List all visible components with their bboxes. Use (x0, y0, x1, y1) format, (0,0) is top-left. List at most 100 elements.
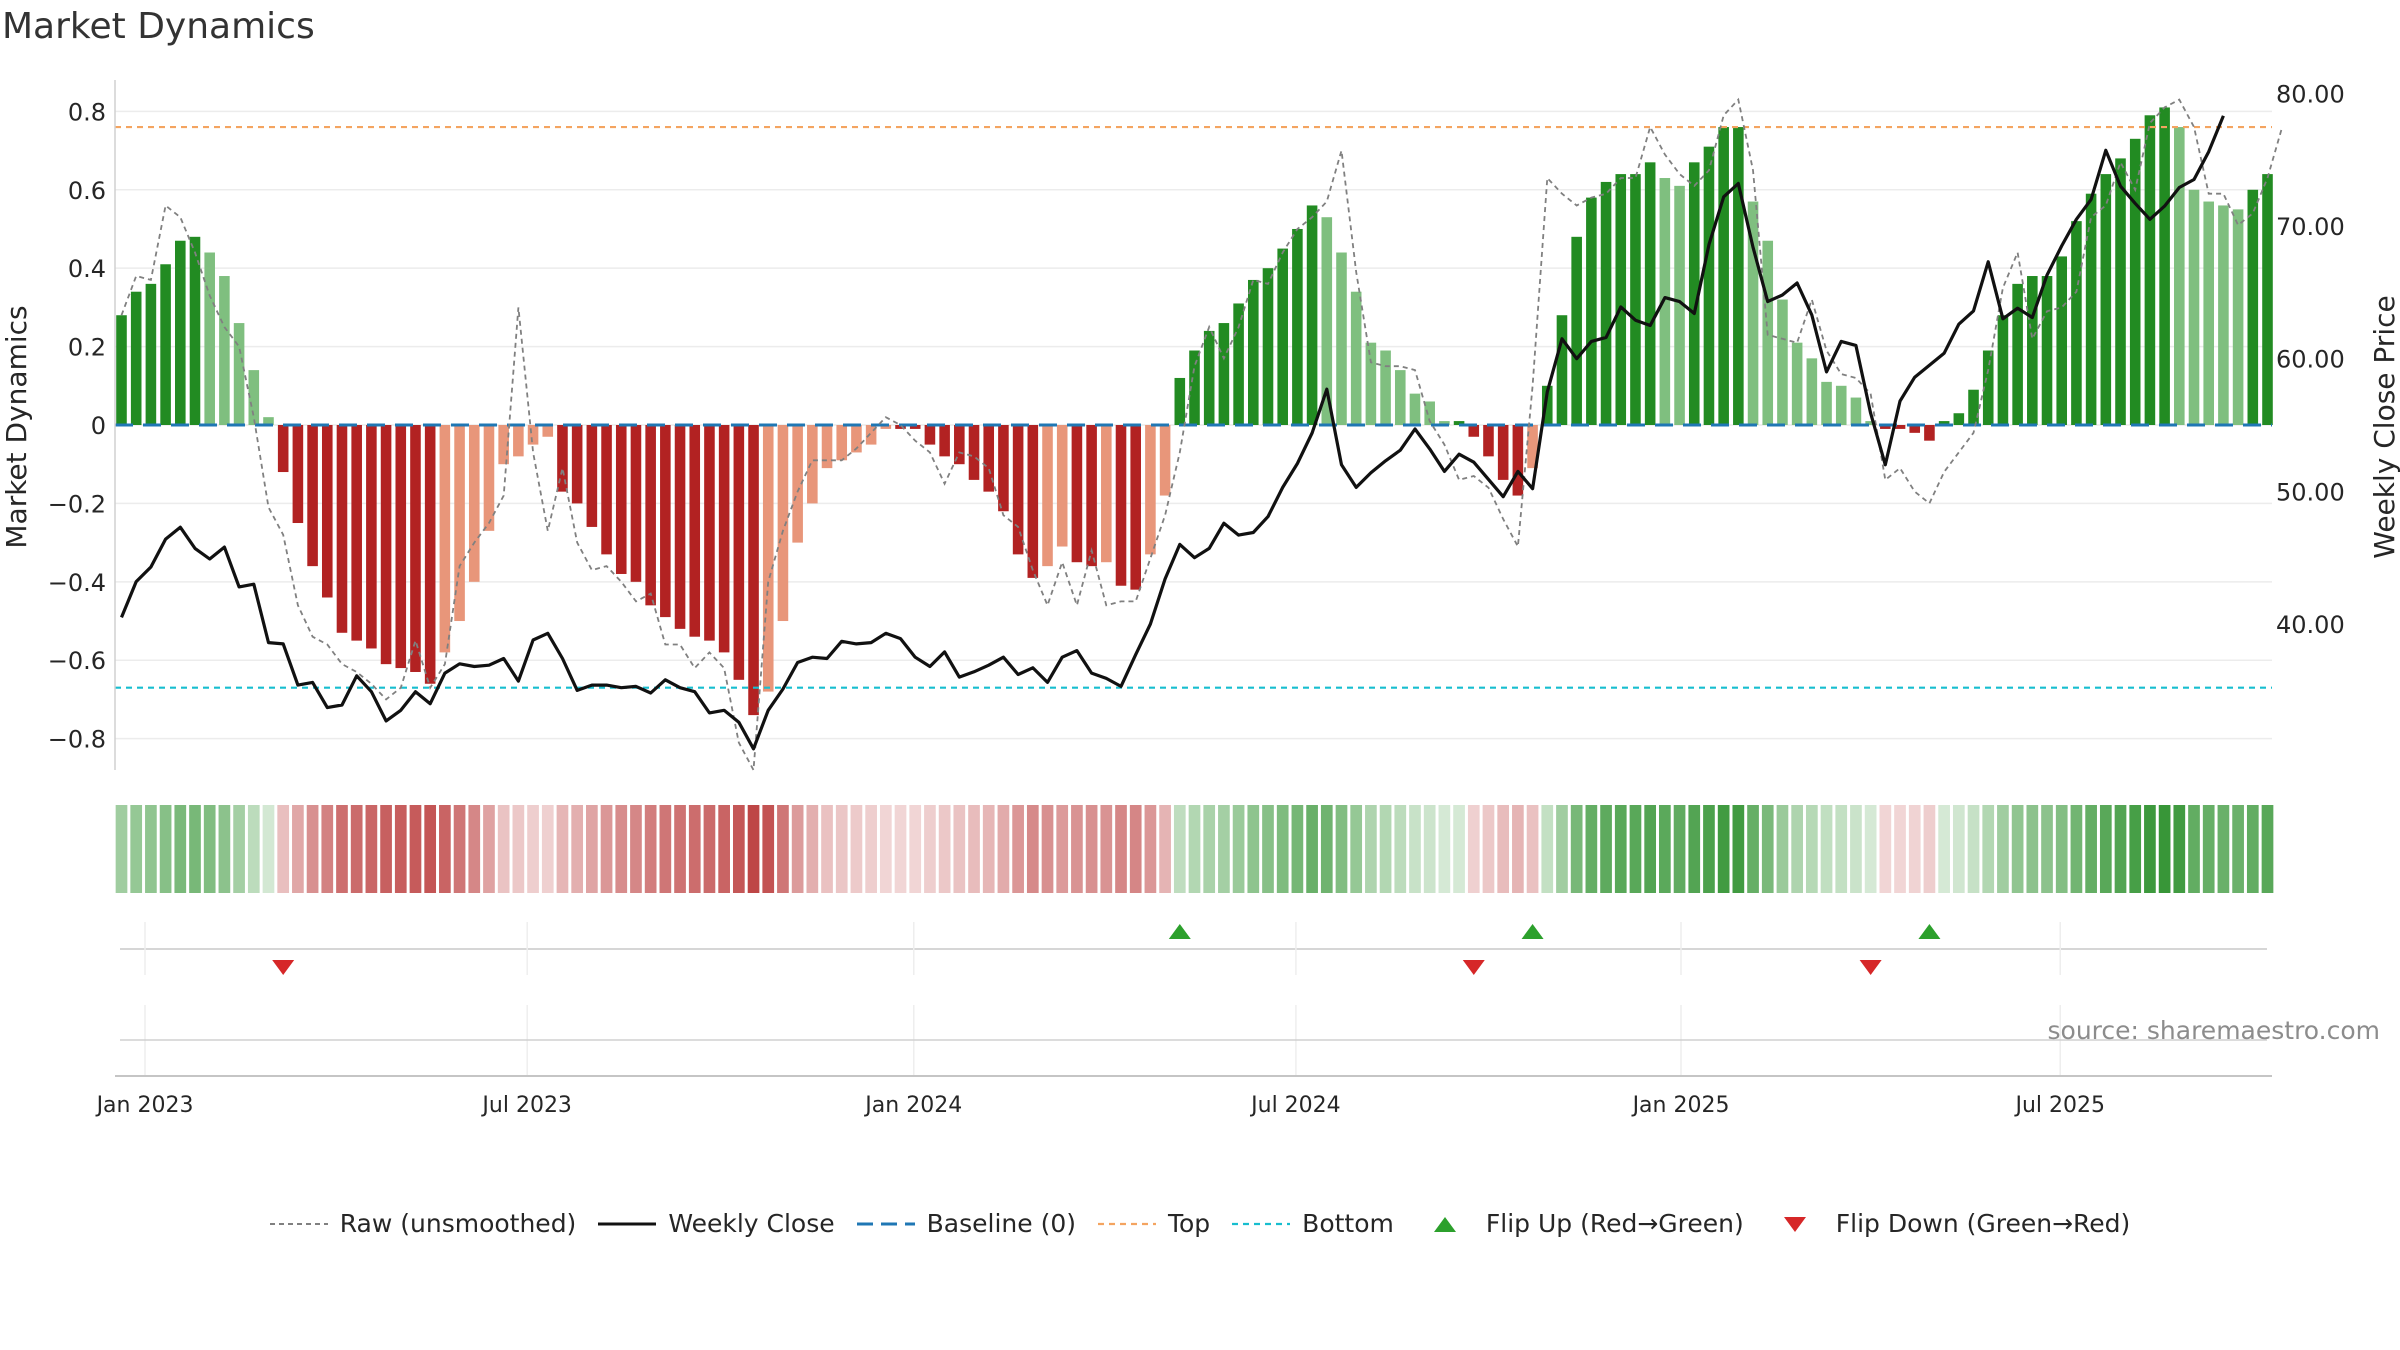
strip-cell (865, 805, 877, 893)
y2-tick-label: 70.00 (2276, 213, 2345, 241)
strip-cell (1908, 805, 1921, 893)
dynamics-bar (1497, 425, 1509, 480)
strip-cell (174, 805, 187, 893)
dynamics-bar (395, 425, 407, 669)
dynamics-bar (380, 425, 392, 665)
strip-cell (1644, 805, 1657, 893)
dynamics-bar (1012, 425, 1024, 555)
strip-cell (1614, 805, 1627, 893)
strip-cell (1585, 805, 1598, 893)
dynamics-bar (1130, 425, 1141, 590)
strip-cell (483, 805, 495, 893)
legend-label: Flip Down (Green→Red) (1835, 1209, 2131, 1238)
dynamics-bar (1145, 425, 1156, 555)
legend-item-flip-up: Flip Up (Red→Green) (1416, 1209, 1744, 1238)
dynamics-bar (954, 425, 965, 465)
legend-item-raw: Raw (unsmoothed) (269, 1209, 577, 1238)
legend-swatch (856, 1214, 915, 1234)
strip-cell (1703, 805, 1715, 893)
weekly-close-line (120, 115, 2225, 751)
strip-cell (688, 805, 701, 893)
dynamics-bar (233, 323, 245, 425)
strip-cell (2129, 805, 2142, 893)
dynamics-bar (2203, 201, 2214, 425)
y-tick-label: 0.4 (68, 255, 106, 283)
strip-cell (262, 805, 275, 893)
legend-swatch (598, 1214, 657, 1234)
y2-axis-label: Weekly Close Price (2368, 295, 2400, 558)
strip-cell (2085, 805, 2097, 893)
strip-cell (409, 805, 422, 893)
strip-cell (1262, 805, 1274, 893)
dynamics-bar (1938, 421, 1950, 425)
dynamics-bar (1953, 413, 1965, 425)
strip-cell (1512, 805, 1524, 893)
flip-markers (120, 922, 2267, 975)
dynamics-bar (2056, 256, 2068, 425)
dynamics-bar (1968, 389, 1979, 425)
strip-cell (762, 805, 775, 893)
strip-cell (1982, 805, 1995, 893)
strip-cell (879, 805, 892, 893)
reference-lines (115, 125, 2272, 689)
dynamics-bar (1483, 425, 1494, 457)
strip-cell (130, 805, 143, 893)
strip-cell (747, 805, 760, 893)
dynamics-bar (1747, 201, 1759, 425)
dynamics-bar (1644, 162, 1656, 426)
dynamics-bar (468, 425, 480, 582)
dynamics-bar (454, 425, 465, 622)
dynamics-bar (1189, 350, 1200, 425)
strip-cell (453, 805, 466, 893)
dynamics-bar (1042, 425, 1053, 567)
strip-cell (1732, 805, 1745, 893)
strip-cell (2011, 805, 2024, 893)
dynamics-bar (1203, 330, 1215, 425)
strip-cell (2114, 805, 2127, 893)
strip-cell (1497, 805, 1510, 893)
strip-cell (1850, 805, 1862, 893)
legend-label: Baseline (0) (926, 1209, 1076, 1238)
strip-cell (1173, 805, 1186, 893)
strip-cell (1761, 805, 1774, 893)
dynamics-bar (880, 425, 892, 429)
strip-cell (1923, 805, 1936, 893)
dynamics-bar (1777, 299, 1788, 425)
strip-cell (233, 805, 245, 893)
legend-swatch (269, 1214, 328, 1234)
strip-cell (835, 805, 848, 893)
dynamics-bar (1630, 174, 1641, 425)
dynamics-bar (821, 425, 833, 469)
dynamics-bar (1394, 370, 1406, 425)
strip-cell (1952, 805, 1965, 893)
dynamics-bar (160, 264, 171, 425)
strip-cell (541, 805, 554, 893)
strip-cell (159, 805, 172, 893)
legend-label: Raw (unsmoothed) (339, 1209, 577, 1238)
dynamics-bar (557, 425, 568, 492)
dynamics-bar (204, 252, 215, 425)
strip-cell (1335, 805, 1348, 893)
strip-cell (894, 805, 907, 893)
dynamics-bar (2115, 158, 2126, 425)
legend-label: Top (1167, 1209, 1211, 1238)
dynamics-bar (1159, 425, 1171, 496)
dynamics-bar (1527, 425, 1538, 469)
dynamics-bar (1718, 127, 1729, 425)
strip-cell (1526, 805, 1539, 893)
strip-cell (2232, 805, 2244, 893)
strip-cell (1320, 805, 1333, 893)
dynamics-bar (865, 425, 877, 445)
legend-swatch (1416, 1214, 1474, 1234)
dynamics-bar (718, 425, 730, 653)
flip-down-marker (272, 960, 295, 975)
dynamics-bar (851, 425, 862, 453)
strip-cell (1835, 805, 1848, 893)
dynamics-bar (968, 425, 980, 480)
y-tick-label: 0.8 (68, 98, 106, 126)
dynamics-bar (513, 425, 524, 457)
dynamics-bar (1174, 377, 1186, 425)
dynamics-bar (1571, 236, 1582, 425)
strip-cell (2188, 805, 2200, 893)
dynamics-bar (189, 236, 201, 425)
